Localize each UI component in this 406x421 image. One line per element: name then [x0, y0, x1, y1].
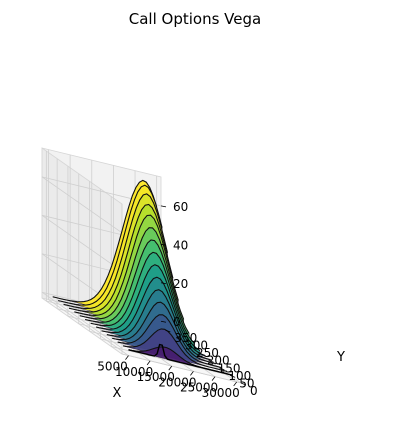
- surface-ridge: [79, 227, 185, 320]
- surface-ridge: [117, 314, 222, 369]
- surface: [52, 179, 233, 376]
- grid-line: [41, 291, 123, 349]
- x-tick-mark: [190, 371, 194, 376]
- y-tick-label: 100: [228, 369, 251, 383]
- x-tick-mark: [233, 381, 237, 387]
- x-axis-label: X: [113, 386, 122, 401]
- x-tick-label: 5000: [97, 360, 128, 374]
- surface-ridge: [68, 203, 174, 313]
- grid-line: [41, 214, 123, 272]
- y-tick-label: 0: [250, 384, 258, 398]
- x-tick-label: 10000: [115, 365, 153, 379]
- surface-ridge: [74, 214, 179, 316]
- y-tick-label: 250: [196, 346, 219, 360]
- y-tick-label: 350: [174, 331, 197, 345]
- grid-line: [48, 299, 129, 356]
- x-tick-label: 30000: [202, 386, 240, 400]
- y-tick-label: 300: [185, 339, 208, 353]
- z-tick-mark: [160, 320, 167, 323]
- z-tick-mark: [160, 282, 167, 285]
- surface-ridge: [90, 251, 195, 344]
- surface-ridge: [52, 179, 158, 303]
- z-tick-label: 40: [173, 238, 188, 252]
- x-tick-label: 15000: [137, 370, 175, 384]
- x-tick-mark: [125, 355, 129, 360]
- z-tick-mark: [160, 243, 167, 246]
- y-tick-mark: [208, 359, 214, 363]
- surface-ridge: [85, 239, 190, 334]
- grid-line: [111, 346, 231, 376]
- y-tick-mark: [230, 375, 236, 378]
- x-tick-mark: [168, 365, 173, 371]
- surface-ridge: [106, 289, 211, 361]
- y-tick-label: 200: [207, 354, 230, 368]
- z-tick-label: 20: [173, 277, 188, 291]
- grid-line: [41, 176, 123, 234]
- y-axis-label: Y: [336, 350, 345, 365]
- y-tick-mark: [186, 344, 193, 348]
- surface-ridge: [95, 264, 201, 351]
- surface-ridge: [112, 301, 217, 365]
- surface-ridge: [63, 193, 169, 310]
- y-tick-label: 150: [218, 361, 241, 375]
- z-tick-label: 0: [173, 315, 181, 329]
- surface-ridge: [58, 184, 163, 306]
- x-tick-mark: [211, 376, 216, 381]
- front-edge-line: [128, 343, 233, 376]
- y-tick-mark: [165, 329, 171, 333]
- x-tick-label: 25000: [180, 381, 218, 395]
- y-tick-mark: [175, 337, 182, 340]
- grid-line: [121, 353, 242, 384]
- y-tick-label: 50: [239, 376, 254, 390]
- y-tick-mark: [197, 352, 203, 356]
- x-tick-label: 20000: [158, 375, 196, 389]
- z-tick-mark: [160, 205, 167, 208]
- chart-title: Call Options Vega: [129, 10, 261, 28]
- y-tick-mark: [240, 382, 247, 386]
- surface-ridge: [122, 328, 228, 372]
- surface-ridge: [101, 276, 206, 357]
- z-tick-label: 60: [173, 200, 188, 214]
- x-tick-mark: [146, 360, 151, 366]
- y-tick-mark: [219, 367, 225, 371]
